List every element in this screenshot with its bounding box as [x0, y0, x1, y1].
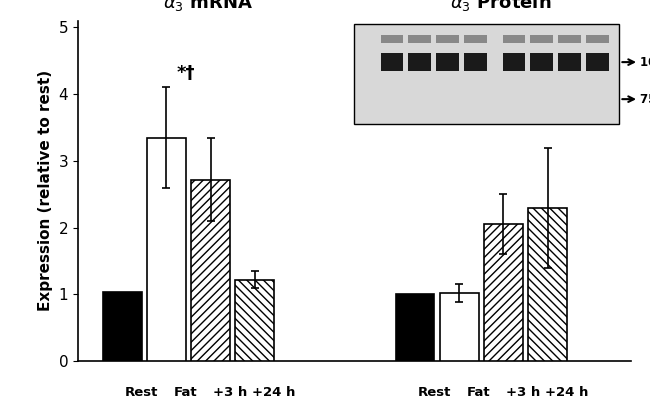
Bar: [440, 293, 478, 361]
Bar: [103, 292, 142, 361]
Text: +24 h: +24 h: [545, 386, 589, 399]
Text: Fat: Fat: [467, 386, 490, 399]
Text: $\alpha_3$ mRNA: $\alpha_3$ mRNA: [162, 0, 253, 13]
Text: 105 kDa: 105 kDa: [640, 56, 650, 68]
Text: +3 h: +3 h: [213, 386, 247, 399]
Text: $\alpha_3$ Protein: $\alpha_3$ Protein: [450, 0, 551, 13]
Bar: [147, 137, 186, 361]
Bar: [191, 180, 230, 361]
Bar: [396, 294, 434, 361]
Text: 75 kDa: 75 kDa: [640, 93, 650, 106]
Bar: [484, 224, 523, 361]
Y-axis label: Expression (relative to rest): Expression (relative to rest): [38, 70, 53, 312]
Text: Fat: Fat: [174, 386, 198, 399]
Text: Rest: Rest: [125, 386, 158, 399]
Text: +24 h: +24 h: [252, 386, 296, 399]
Text: Rest: Rest: [418, 386, 451, 399]
Text: +3 h: +3 h: [506, 386, 540, 399]
Text: *†: *†: [177, 64, 195, 82]
Bar: [235, 280, 274, 361]
Bar: [528, 208, 567, 361]
